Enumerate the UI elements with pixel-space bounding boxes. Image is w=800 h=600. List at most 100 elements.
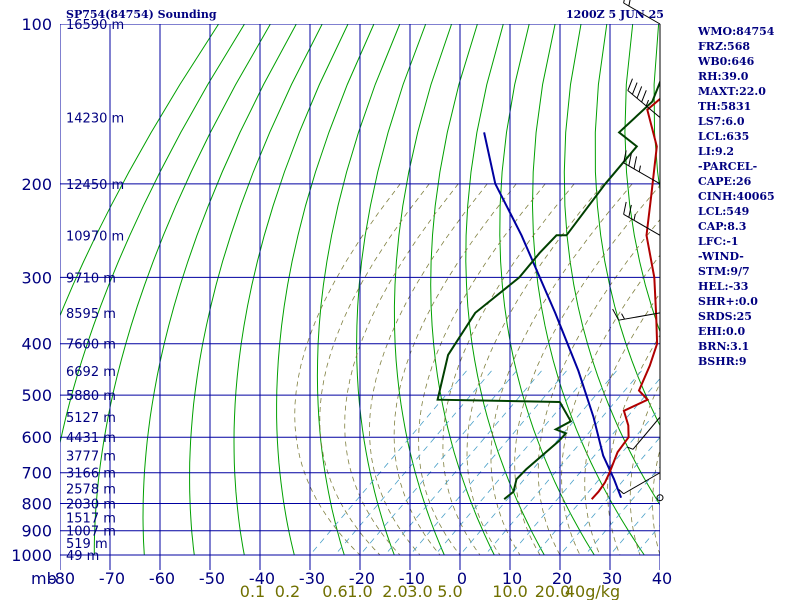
index-line: -WIND- — [698, 250, 744, 263]
dry-adiabat — [788, 24, 800, 555]
dry-adiabat — [393, 24, 453, 556]
index-line: LFC:-1 — [698, 235, 739, 248]
index-line: EHI:0.0 — [698, 325, 746, 338]
dry-adiabat — [60, 24, 220, 318]
moist-adiabat — [393, 183, 517, 556]
wind-barb-half-flag — [626, 446, 634, 450]
moist-adiabat — [319, 183, 430, 556]
wind-barb-flag — [628, 0, 631, 7]
wind-barb-flag — [612, 308, 620, 321]
height-label: 49 m — [66, 549, 99, 564]
index-line: MAXT:22.0 — [698, 85, 766, 98]
observation-time: 1200Z 5 JUN 25 — [566, 8, 664, 21]
wind-barb-shaft — [623, 2, 661, 25]
moist-adiabat — [466, 183, 604, 556]
wind-barb-flag — [628, 153, 632, 166]
index-line: HEL:-33 — [698, 280, 749, 293]
height-label: 6692 m — [66, 365, 116, 380]
dewpoint-trace — [436, 79, 660, 500]
wind-barb-shaft — [618, 312, 661, 321]
index-line: BSHR:9 — [698, 355, 747, 368]
mixing-ratio-label: 0.1 — [240, 582, 265, 600]
dry-adiabat — [233, 24, 349, 556]
temperature-tick-label: 10 — [502, 569, 522, 588]
wind-barb-flag — [628, 204, 632, 218]
temperature-tick-label: -20 — [349, 569, 375, 588]
mixing-ratio-label: 0.6 — [322, 582, 347, 600]
index-line: WMO:84754 — [698, 25, 775, 38]
mixing-ratio-line — [334, 370, 492, 556]
mixing-ratio-line — [659, 554, 660, 555]
index-line: RH:39.0 — [698, 70, 749, 83]
pressure-tick-label: 100 — [21, 15, 52, 34]
dry-adiabat — [594, 24, 660, 427]
dry-adiabat — [142, 24, 297, 556]
mixing-ratio-label: 0.2 — [275, 582, 300, 600]
pressure-tick-label: 800 — [21, 495, 52, 514]
dry-adiabat — [624, 24, 660, 333]
wind-barb-shaft — [627, 90, 661, 118]
index-line: -PARCEL- — [698, 160, 758, 173]
mixing-ratio-line — [484, 370, 642, 556]
dry-adiabat — [499, 24, 595, 556]
mixing-ratio-line — [459, 370, 617, 556]
wind-barb-flag — [623, 150, 627, 163]
wind-barb-shaft — [623, 162, 661, 185]
pressure-tick-label: 400 — [21, 335, 52, 354]
height-label: 10970 m — [66, 229, 124, 244]
temperature-trace — [590, 97, 660, 500]
dry-adiabat — [93, 24, 271, 555]
mixing-ratio-line — [309, 370, 467, 556]
index-line: TH:5831 — [698, 100, 752, 113]
wind-barb-half-flag — [633, 214, 636, 221]
height-label: 8595 m — [66, 307, 116, 322]
wind-barb-shaft — [623, 472, 661, 495]
mixing-ratio-line — [559, 436, 660, 556]
height-label: 9710 m — [66, 271, 116, 286]
height-label: 4431 m — [66, 431, 116, 446]
temperature-tick-label: -50 — [199, 569, 225, 588]
mixing-ratio-line — [434, 370, 592, 556]
station-title: SP754(84754) Sounding — [66, 8, 217, 21]
mixing-ratio-line — [384, 370, 542, 556]
height-label: 12450 m — [66, 178, 124, 193]
moist-adiabat — [294, 183, 401, 556]
mixing-ratio-line — [584, 466, 660, 556]
mixing-ratio-label: 5.0 — [437, 582, 462, 600]
height-label: 5127 m — [66, 411, 116, 426]
mixing-ratio-line — [634, 524, 660, 556]
dry-adiabat — [465, 24, 545, 556]
height-label: 5880 m — [66, 389, 116, 404]
mixing-ratio-line — [409, 370, 567, 556]
index-line: BRN:3.1 — [698, 340, 750, 353]
height-label: 519 m — [66, 537, 108, 552]
index-line: STM:9/7 — [698, 265, 750, 278]
wind-barb-half-flag — [645, 99, 650, 107]
moist-adiabat — [514, 184, 660, 556]
index-line: CAP:8.3 — [698, 220, 747, 233]
index-line: CAPE:26 — [698, 175, 752, 188]
dry-adiabat — [430, 24, 495, 556]
dry-adiabat — [316, 24, 401, 556]
wind-barb-flag — [627, 78, 633, 91]
pressure-tick-label: 900 — [21, 522, 52, 541]
dry-adiabat — [60, 24, 245, 446]
calm-wind-marker — [656, 494, 664, 502]
moist-adiabat — [490, 183, 633, 556]
mixing-ratio-label: 20.0 — [535, 582, 571, 600]
index-line: SHR+:0.0 — [698, 295, 758, 308]
dry-adiabat — [356, 24, 427, 556]
sounding-indices: WMO:84754 FRZ:568 WB0:646 RH:39.0 MAXT:22.0 T… — [698, 24, 775, 369]
mixing-ratio-label: 2.0 — [382, 582, 407, 600]
temperature-tick-label: 30 — [602, 569, 622, 588]
mixing-ratio-label: 10.0 — [492, 582, 528, 600]
height-label: 14230 m — [66, 112, 124, 127]
wind-barb-flag — [636, 86, 643, 99]
temperature-tick-label: 40 — [652, 569, 672, 588]
mixing-ratio-label: 1.0 — [347, 582, 372, 600]
height-label: 3777 m — [66, 450, 116, 465]
mixing-ratio-line — [534, 407, 660, 556]
temperature-tick-label: 20 — [552, 569, 572, 588]
pressure-tick-label: 1000 — [11, 546, 52, 565]
mixing-ratio-line — [509, 377, 660, 556]
